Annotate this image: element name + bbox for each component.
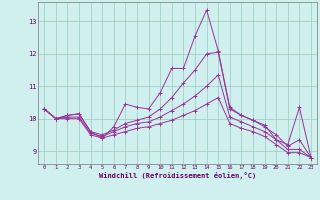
X-axis label: Windchill (Refroidissement éolien,°C): Windchill (Refroidissement éolien,°C): [99, 172, 256, 179]
